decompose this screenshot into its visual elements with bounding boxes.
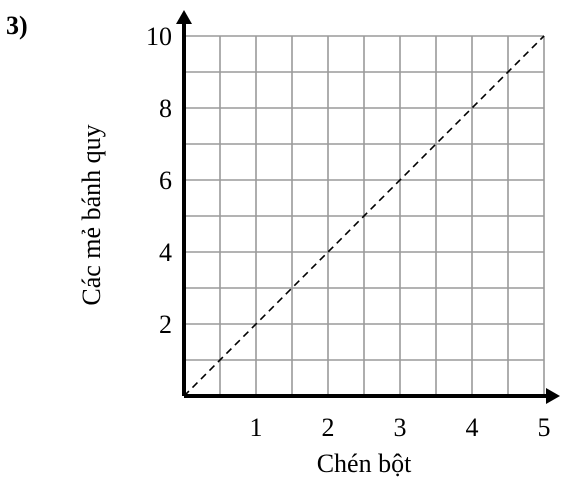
grid <box>184 35 545 396</box>
problem-number: 3) <box>6 11 28 40</box>
y-tick-label: 10 <box>146 22 172 51</box>
y-tick-label: 4 <box>159 238 172 267</box>
y-tick-label: 6 <box>159 166 172 195</box>
series-group <box>183 35 545 397</box>
y-tick-label: 2 <box>159 310 172 339</box>
x-tick-label: 1 <box>250 413 263 442</box>
axes <box>176 10 560 404</box>
x-axis-arrow <box>546 388 560 404</box>
x-tick-label: 2 <box>322 413 335 442</box>
y-axis-label: Các mẻ bánh quy <box>77 124 106 305</box>
y-tick-labels: 2 4 6 8 10 <box>146 22 172 339</box>
x-axis-label: Chén bột <box>317 449 412 478</box>
x-tick-label: 4 <box>466 413 479 442</box>
y-axis-arrow <box>176 10 192 24</box>
x-tick-label: 3 <box>394 413 407 442</box>
series-line <box>183 35 545 397</box>
y-tick-label: 8 <box>159 94 172 123</box>
x-tick-label: 5 <box>538 413 551 442</box>
x-tick-labels: 1 2 3 4 5 <box>250 413 551 442</box>
